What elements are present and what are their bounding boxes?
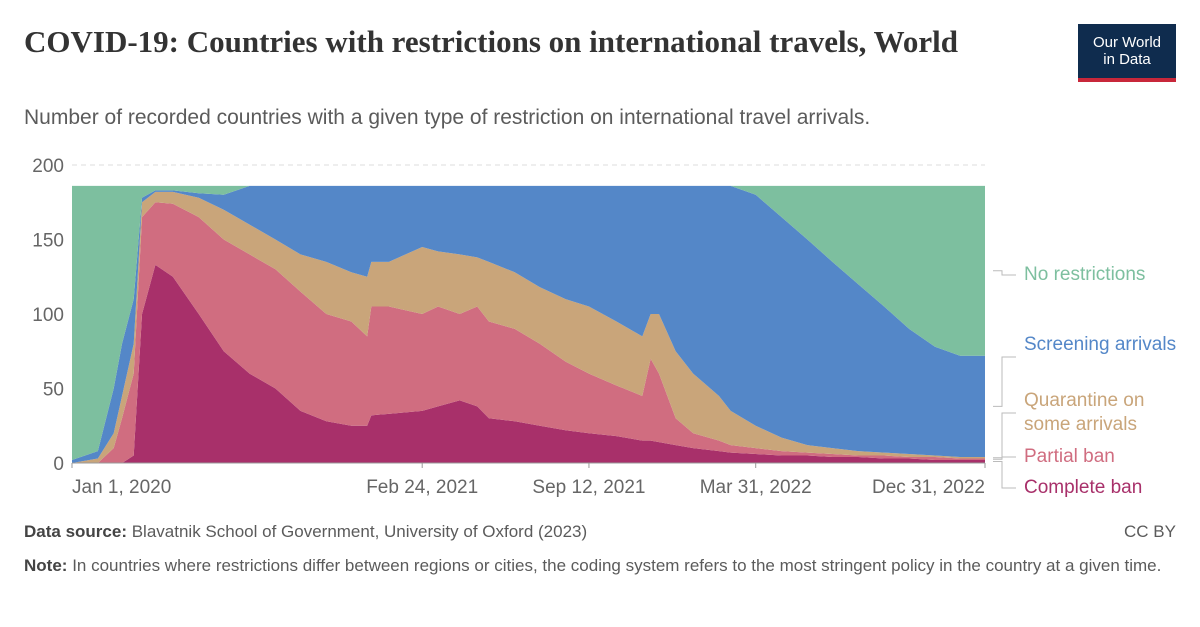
x-tick-label: Sep 12, 2021 <box>532 477 645 498</box>
area <box>72 185 985 464</box>
area <box>72 264 985 463</box>
legend-connector <box>993 356 1016 407</box>
note: Note: In countries where restrictions di… <box>24 554 1164 578</box>
area <box>72 185 985 461</box>
legend-label: Quarantine on some arrivals <box>1024 390 1145 435</box>
x-tick-label: Mar 31, 2022 <box>700 477 812 498</box>
source-text: Blavatnik School of Government, Universi… <box>131 522 588 541</box>
logo[interactable]: Our World in Data <box>1078 24 1176 82</box>
logo-text[interactable]: Our World in Data <box>1092 34 1162 68</box>
legend-label: Complete ban <box>1024 477 1143 498</box>
subtitle: Number of recorded countries with a give… <box>24 106 871 129</box>
y-tick-label: 0 <box>53 454 64 475</box>
x-tick-label: Feb 24, 2021 <box>366 477 478 498</box>
source: Data source: Blavatnik School of Governm… <box>24 522 587 542</box>
note-label: Note: <box>24 556 68 575</box>
license[interactable]: CC BY <box>1124 522 1176 541</box>
y-tick-label: 150 <box>32 231 64 252</box>
area <box>72 191 985 463</box>
x-tick-label: Dec 31, 2022 <box>872 477 985 498</box>
legend-label: No restrictions <box>1024 264 1146 285</box>
y-tick-label: 50 <box>43 380 64 401</box>
legend-connector <box>993 412 1016 459</box>
area <box>72 202 985 463</box>
y-tick-label: 100 <box>32 305 64 326</box>
title: COVID-19: Countries with restrictions on… <box>24 24 958 59</box>
legend-connector <box>993 461 1016 489</box>
legend-label: Partial ban <box>1024 446 1115 467</box>
source-label: Data source: <box>24 522 127 541</box>
legend-connector <box>993 270 1016 276</box>
legend-label: Screening arrivals <box>1024 334 1177 355</box>
y-tick-label: 200 <box>32 156 64 177</box>
note-text: In countries where restrictions differ b… <box>72 556 1162 575</box>
x-tick-label: Jan 1, 2020 <box>72 477 171 498</box>
